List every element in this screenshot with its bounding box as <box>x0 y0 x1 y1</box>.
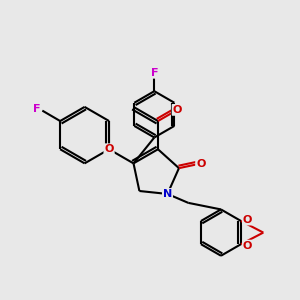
Text: O: O <box>243 241 252 250</box>
Text: O: O <box>196 158 206 169</box>
Text: O: O <box>104 144 114 154</box>
Text: F: F <box>33 104 41 114</box>
Text: F: F <box>151 68 158 78</box>
Text: O: O <box>243 214 252 224</box>
Text: N: N <box>163 189 172 199</box>
Text: O: O <box>172 105 182 115</box>
